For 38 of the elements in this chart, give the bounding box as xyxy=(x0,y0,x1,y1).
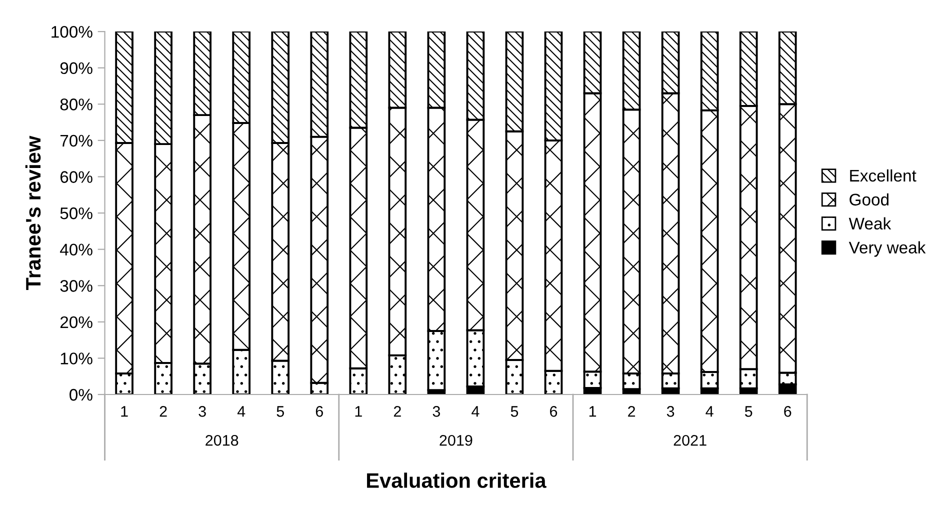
x-tick-label: 1 xyxy=(355,406,362,417)
y-tick-label: 100% xyxy=(52,26,92,38)
x-tick-label: 6 xyxy=(316,406,323,417)
y-tick-label: 30% xyxy=(60,280,92,292)
x-tick-label: 4 xyxy=(472,406,480,417)
x-tick-label: 1 xyxy=(121,406,128,417)
x-tick-label: 2 xyxy=(628,406,636,417)
y-axis-title: Tranee's review xyxy=(25,136,41,290)
legend-label: Very weak xyxy=(848,241,926,257)
text: 2019 xyxy=(440,434,472,446)
y-tick-label: 20% xyxy=(60,316,92,328)
x-tick-label: 3 xyxy=(198,406,206,417)
x-tick-label: 3 xyxy=(666,406,674,417)
x-tick-label: 3 xyxy=(432,406,440,417)
x-tick-label: 2 xyxy=(160,406,167,417)
x-axis-title: Evaluation criteria xyxy=(367,472,546,488)
x-tick-label: 5 xyxy=(510,406,518,417)
x-tick-label: 6 xyxy=(784,406,792,417)
y-tick-label: 40% xyxy=(60,244,92,256)
legend-label: Good xyxy=(850,193,888,206)
y-tick-label: 60% xyxy=(60,171,92,183)
y-tick-label: 10% xyxy=(60,352,92,364)
y-tick-label: 70% xyxy=(60,134,92,147)
y-tick-label: 50% xyxy=(60,207,92,220)
x-tick-label: 2 xyxy=(394,406,401,417)
legend-label: Weak xyxy=(848,217,892,230)
x-tick-label: 4 xyxy=(237,406,246,417)
text: 2021 xyxy=(674,434,706,446)
y-tick-label: 0% xyxy=(70,388,92,401)
x-tick-label: 5 xyxy=(744,406,752,417)
x-tick-label: 6 xyxy=(550,406,558,417)
y-tick-label: 80% xyxy=(60,98,92,110)
x-tick-label: 5 xyxy=(276,406,284,417)
x-tick-label: 4 xyxy=(706,406,714,417)
legend-label: Excellent xyxy=(850,169,916,182)
y-tick-label: 90% xyxy=(60,62,92,74)
text: 2018 xyxy=(206,434,238,446)
x-tick-label: 1 xyxy=(589,406,596,417)
